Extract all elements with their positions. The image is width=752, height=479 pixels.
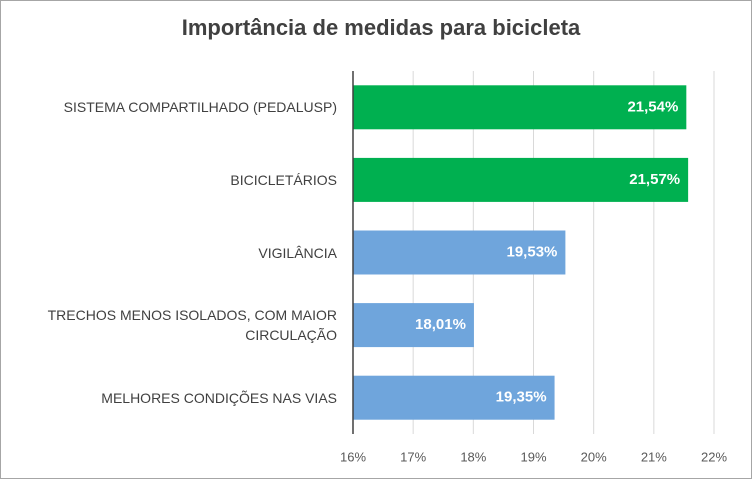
x-tick-label: 19% [520, 449, 546, 464]
y-tick-label: BICICLETÁRIOS [230, 171, 337, 188]
x-tick-label: 18% [460, 449, 486, 464]
value-label: 19,53% [507, 243, 558, 260]
x-tick-label: 20% [581, 449, 607, 464]
value-label: 21,54% [627, 98, 678, 115]
x-tick-label: 16% [340, 449, 366, 464]
y-tick-label: MELHORES CONDIÇÕES NAS VIAS [101, 389, 337, 406]
bar [353, 303, 474, 348]
y-tick-label: SISTEMA COMPARTILHADO (PEDALUSP) [63, 99, 337, 116]
y-tick-label: TRECHOS MENOS ISOLADOS, COM MAIOR CIRCUL… [47, 307, 337, 344]
x-tick-label: 17% [400, 449, 426, 464]
x-tick-label: 22% [701, 449, 727, 464]
bar [353, 85, 687, 130]
x-tick-label: 21% [641, 449, 667, 464]
bar [353, 157, 689, 202]
bar [353, 375, 555, 420]
value-label: 19,35% [496, 389, 547, 406]
y-tick-label: VIGILÂNCIA [258, 244, 337, 261]
value-label: 21,57% [629, 171, 680, 188]
chart-title: Importância de medidas para bicicleta [182, 15, 581, 40]
value-label: 18,01% [415, 316, 466, 333]
bar [353, 230, 566, 275]
